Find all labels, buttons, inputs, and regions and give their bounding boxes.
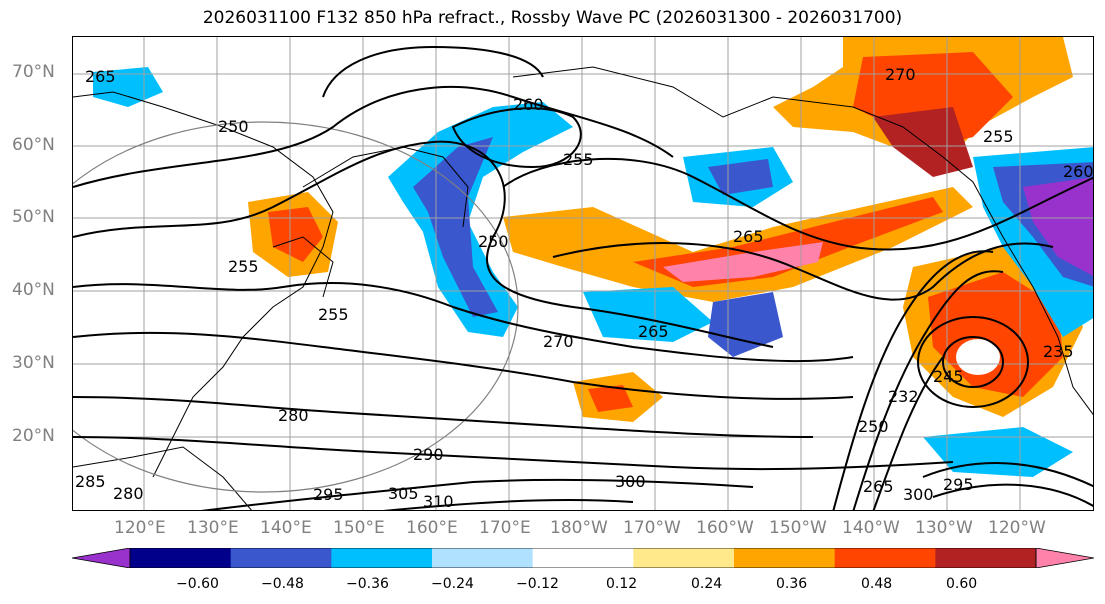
contour-label-group: 265 270 265 260 260 255 255 250 265 255 … xyxy=(75,65,1094,511)
lat-label: 30°N xyxy=(12,353,55,373)
lon-label: 150°W xyxy=(769,518,827,538)
contour-label: 255 xyxy=(228,257,259,276)
lat-label: 60°N xyxy=(12,135,55,155)
orbit-ring xyxy=(73,121,519,493)
positive-anomaly-jet-max xyxy=(663,242,823,282)
graticule xyxy=(73,37,1093,510)
colorbar-tick-label: −0.12 xyxy=(516,576,559,592)
colorbar-segment xyxy=(633,548,735,568)
lon-label: 160°W xyxy=(696,518,754,538)
colorbar-segment xyxy=(532,548,634,568)
colorbar-tick-label: 0.36 xyxy=(776,576,808,592)
negative-anomaly-canada-max xyxy=(1023,177,1093,276)
colorbar-min-extend xyxy=(72,548,131,568)
isentrope-contours xyxy=(73,45,1093,510)
lon-label: 170°E xyxy=(479,518,531,538)
negative-anomaly-central-pacific xyxy=(583,287,713,342)
colorbar-tick-label: −0.48 xyxy=(261,576,304,592)
colorbar-tick-label: 0.60 xyxy=(946,576,978,592)
negative-anomaly-bering-core xyxy=(708,159,773,195)
colorbar-tick-label: −0.60 xyxy=(176,576,219,592)
contour-label: 232 xyxy=(888,387,919,406)
contour-label: 250 xyxy=(478,232,509,251)
colorbar-max-extend xyxy=(1035,548,1094,568)
contour-label: 265 xyxy=(638,322,669,341)
lat-label: 40°N xyxy=(12,280,55,300)
contour-label: 295 xyxy=(313,485,344,504)
contour-label: 235 xyxy=(1043,342,1074,361)
map-canvas: 265 270 265 260 260 255 255 250 265 255 … xyxy=(73,37,1094,511)
lon-label: 180°W xyxy=(550,518,608,538)
colorbar-segment xyxy=(130,548,232,568)
lon-label: 120°E xyxy=(114,518,166,538)
contour-label: 260 xyxy=(513,95,544,114)
colorbar-frame xyxy=(129,548,1037,568)
anomaly-hole xyxy=(956,339,1000,375)
lon-label: 120°W xyxy=(988,518,1046,538)
colorbar-segments xyxy=(72,548,1094,568)
colorbar-tick-label: −0.24 xyxy=(431,576,474,592)
contour-label: 300 xyxy=(903,485,934,504)
lon-label: 170°W xyxy=(623,518,681,538)
colorbar xyxy=(72,548,1094,568)
contour-label: 265 xyxy=(85,67,116,86)
colorbar-segment xyxy=(331,548,433,568)
colorbar-tick-label: −0.36 xyxy=(346,576,389,592)
lon-label: 130°E xyxy=(187,518,239,538)
colorbar-segment xyxy=(230,548,332,568)
positive-anomaly-japan-core xyxy=(268,207,323,262)
contour-label: 290 xyxy=(413,445,444,464)
contour-label: 280 xyxy=(278,406,309,425)
contour-label: 270 xyxy=(885,65,916,84)
negative-anomaly-kamchatka xyxy=(388,102,573,337)
lon-label: 150°E xyxy=(333,518,385,538)
positive-anomaly-jet-band xyxy=(503,187,973,302)
contour-label: 265 xyxy=(733,227,764,246)
colorbar-tick-label: 0.48 xyxy=(861,576,893,592)
contour-label: 250 xyxy=(858,417,889,436)
colorbar-tick-label: 0.12 xyxy=(606,576,638,592)
map-panel: 265 270 265 260 260 255 255 250 265 255 … xyxy=(72,36,1094,511)
shaded-fields xyxy=(93,37,1093,477)
lon-label: 140°W xyxy=(842,518,900,538)
colorbar-segment xyxy=(734,548,836,568)
positive-anomaly-subtropics-core xyxy=(588,385,633,412)
colorbar-tick-label: 0.24 xyxy=(691,576,723,592)
contour-label: 265 xyxy=(863,477,894,496)
lon-label: 130°W xyxy=(915,518,973,538)
contour-label: 280 xyxy=(113,484,144,503)
colorbar-segment xyxy=(432,548,534,568)
contour-label: 250 xyxy=(218,117,249,136)
contour-label: 270 xyxy=(543,332,574,351)
coastlines xyxy=(73,66,1093,510)
contour-label: 295 xyxy=(943,475,974,494)
contour-label: 300 xyxy=(615,472,646,491)
negative-anomaly-west xyxy=(93,67,163,107)
contour-label: 285 xyxy=(75,472,106,491)
lat-label: 70°N xyxy=(12,62,55,82)
colorbar-segment xyxy=(935,548,1037,568)
lon-label: 160°E xyxy=(406,518,458,538)
lat-label: 50°N xyxy=(12,207,55,227)
lat-label: 20°N xyxy=(12,426,55,446)
colorbar-segment xyxy=(834,548,936,568)
contour-label: 245 xyxy=(933,367,964,386)
negative-anomaly-central-pacific-2 xyxy=(708,292,783,357)
contour-label: 310 xyxy=(423,492,454,511)
contour-label: 255 xyxy=(983,127,1014,146)
lon-label: 140°E xyxy=(260,518,312,538)
contour-label: 260 xyxy=(1063,162,1094,181)
negative-anomaly-tropics xyxy=(923,427,1073,477)
contour-label: 255 xyxy=(563,150,594,169)
contour-label: 255 xyxy=(318,305,349,324)
map-title: 2026031100 F132 850 hPa refract., Rossby… xyxy=(202,8,903,28)
contour-label: 305 xyxy=(388,484,419,503)
negative-anomaly-kamchatka-core xyxy=(413,137,498,317)
